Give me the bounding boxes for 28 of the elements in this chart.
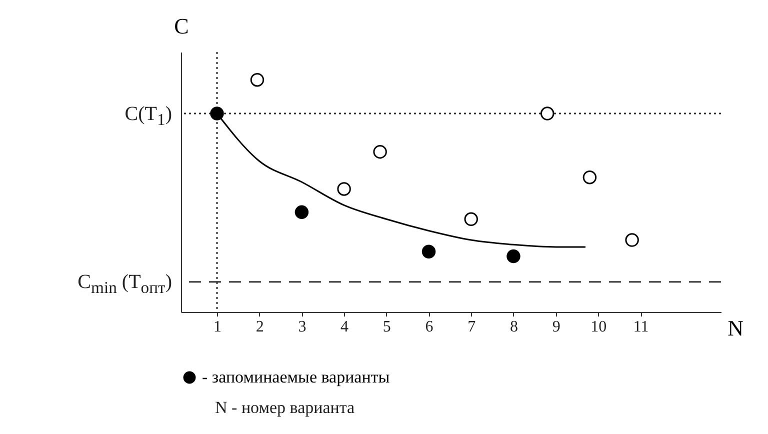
x-axis-title: N bbox=[728, 316, 744, 340]
point bbox=[210, 106, 224, 120]
point bbox=[294, 205, 309, 220]
x-tick-label: 3 bbox=[298, 318, 306, 336]
point bbox=[422, 244, 436, 259]
x-tick-label: 6 bbox=[425, 318, 434, 336]
point bbox=[625, 233, 639, 247]
x-tick-label: 8 bbox=[510, 318, 518, 336]
point bbox=[337, 182, 351, 196]
point bbox=[506, 249, 520, 264]
point bbox=[464, 212, 478, 226]
point bbox=[250, 72, 264, 87]
x-tick-label: 5 bbox=[382, 318, 391, 336]
point bbox=[540, 106, 554, 120]
x-tick-label: 11 bbox=[633, 318, 649, 336]
point bbox=[582, 170, 597, 184]
x-tick-label: 4 bbox=[340, 318, 349, 336]
y-axis-title: C bbox=[174, 14, 189, 38]
x-tick-label: 10 bbox=[590, 318, 607, 336]
x-tick-label: 2 bbox=[256, 318, 264, 336]
x-tick-label: 1 bbox=[214, 318, 222, 336]
text: N - номер варианта bbox=[215, 398, 355, 418]
point bbox=[373, 144, 387, 159]
legend-label: - запоминаемые варианты bbox=[202, 368, 390, 386]
ref-line-label: C$_{min}$ (T$_{опт}$) bbox=[78, 270, 172, 299]
ref-line-label: C(T$_{1}$) bbox=[124, 102, 172, 131]
x-tick-label: 7 bbox=[468, 318, 476, 336]
x-tick-label: 9 bbox=[552, 318, 560, 336]
